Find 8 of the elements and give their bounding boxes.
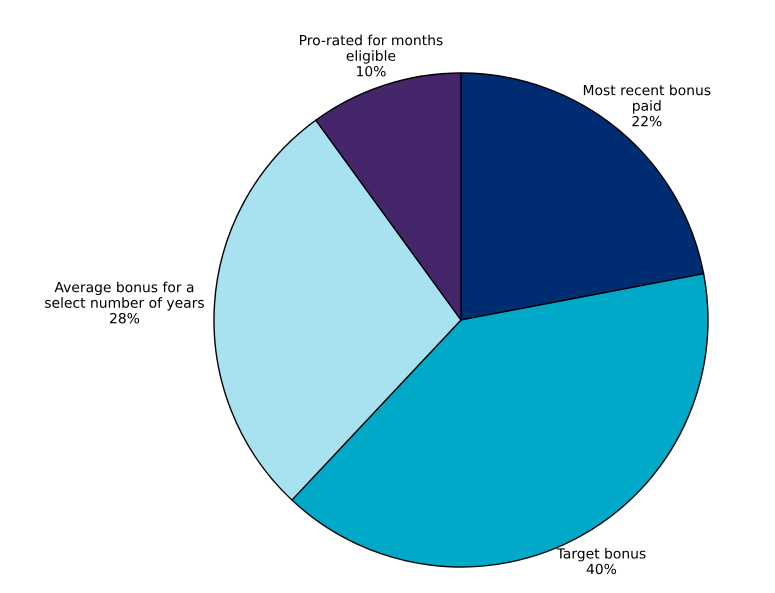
data-label: 40%: [586, 564, 616, 574]
slice-label: Target bonus: [556, 548, 646, 562]
data-label: 28%: [110, 312, 140, 324]
data-label: 22%: [632, 116, 662, 126]
slice-label: Pro-rated for months eligible: [300, 34, 443, 64]
slice-label: Average bonus for a select number of years: [45, 282, 204, 311]
slice-label: Most recent bonus paid: [584, 84, 710, 114]
data-label: 10%: [357, 66, 386, 76]
